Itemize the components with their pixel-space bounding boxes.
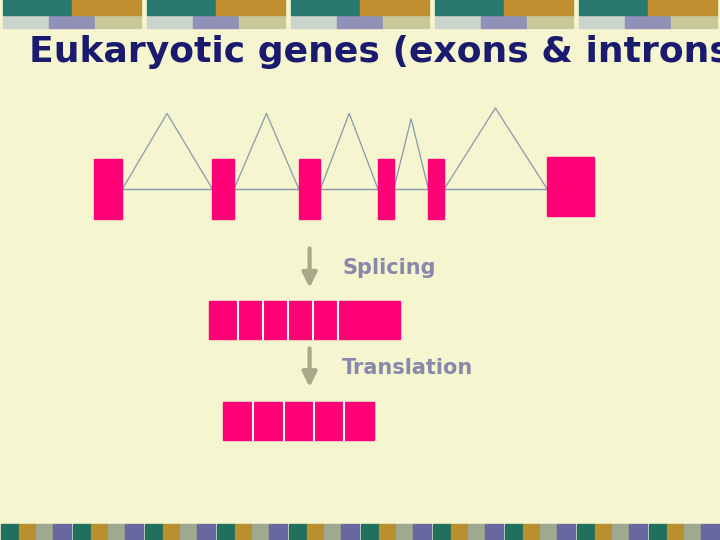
Bar bbox=[337, 16, 383, 28]
Bar bbox=[239, 16, 285, 28]
Bar bbox=[3, 0, 72, 16]
Bar bbox=[95, 16, 141, 28]
Bar bbox=[180, 524, 197, 540]
Bar bbox=[435, 16, 481, 28]
Bar bbox=[671, 16, 717, 28]
Bar bbox=[667, 524, 684, 540]
Bar bbox=[19, 524, 36, 540]
Bar bbox=[341, 524, 359, 540]
Bar bbox=[629, 524, 647, 540]
Bar bbox=[289, 524, 307, 540]
Bar bbox=[147, 16, 193, 28]
Bar bbox=[504, 0, 573, 16]
Bar bbox=[163, 524, 180, 540]
Bar bbox=[360, 0, 429, 16]
Bar bbox=[216, 0, 285, 16]
Bar bbox=[212, 159, 234, 219]
Bar bbox=[324, 524, 341, 540]
Bar bbox=[108, 524, 125, 540]
Bar bbox=[291, 0, 360, 16]
Bar bbox=[413, 524, 431, 540]
Bar bbox=[72, 0, 141, 16]
Bar bbox=[527, 16, 573, 28]
Bar bbox=[291, 16, 337, 28]
Bar bbox=[193, 16, 239, 28]
Bar bbox=[197, 524, 215, 540]
Bar bbox=[684, 524, 701, 540]
Bar bbox=[557, 524, 575, 540]
Bar bbox=[361, 524, 379, 540]
Bar bbox=[396, 524, 413, 540]
Bar bbox=[91, 524, 108, 540]
Bar bbox=[523, 524, 540, 540]
Bar bbox=[53, 524, 71, 540]
Bar bbox=[625, 16, 671, 28]
Bar bbox=[209, 301, 400, 339]
Bar bbox=[217, 524, 235, 540]
Bar bbox=[147, 0, 216, 16]
Bar bbox=[540, 524, 557, 540]
Bar bbox=[252, 524, 269, 540]
Bar bbox=[451, 524, 468, 540]
Bar bbox=[547, 157, 594, 216]
Bar bbox=[145, 524, 163, 540]
Bar bbox=[433, 524, 451, 540]
Bar bbox=[648, 0, 717, 16]
Bar bbox=[378, 159, 394, 219]
Bar bbox=[505, 524, 523, 540]
Bar bbox=[307, 524, 324, 540]
Bar bbox=[595, 524, 612, 540]
Bar bbox=[612, 524, 629, 540]
Bar bbox=[485, 524, 503, 540]
Bar bbox=[73, 524, 91, 540]
Bar bbox=[577, 524, 595, 540]
Text: Splicing: Splicing bbox=[342, 258, 436, 279]
Bar bbox=[649, 524, 667, 540]
Text: Eukaryotic genes (exons & introns): Eukaryotic genes (exons & introns) bbox=[29, 35, 720, 69]
Bar bbox=[481, 16, 527, 28]
Bar bbox=[579, 16, 625, 28]
Bar bbox=[3, 16, 49, 28]
Bar bbox=[468, 524, 485, 540]
Bar bbox=[379, 524, 396, 540]
Bar bbox=[1, 524, 19, 540]
Bar bbox=[49, 16, 95, 28]
Text: Translation: Translation bbox=[342, 358, 473, 379]
Bar bbox=[94, 159, 122, 219]
Bar bbox=[383, 16, 429, 28]
Bar bbox=[269, 524, 287, 540]
Bar bbox=[125, 524, 143, 540]
Bar bbox=[299, 159, 320, 219]
Bar bbox=[223, 402, 374, 440]
Bar bbox=[435, 0, 504, 16]
Bar bbox=[36, 524, 53, 540]
Bar bbox=[701, 524, 719, 540]
Bar bbox=[428, 159, 444, 219]
Bar bbox=[579, 0, 648, 16]
Bar bbox=[235, 524, 252, 540]
